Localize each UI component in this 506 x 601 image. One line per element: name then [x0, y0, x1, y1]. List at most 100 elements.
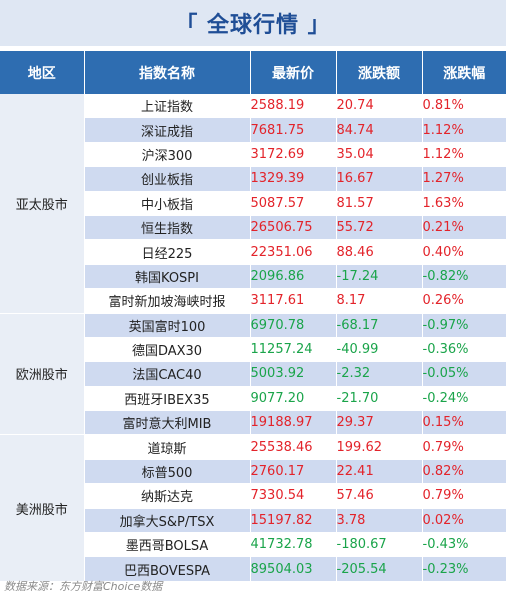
index-name-cell: 加拿大S&P/TSX: [84, 508, 251, 534]
price-cell: 6970.78: [250, 313, 337, 338]
region-label: 美洲股市: [0, 434, 85, 582]
change-cell: -17.24: [336, 264, 423, 290]
change-pct-cell: 0.82%: [422, 459, 506, 485]
table-row: 日经225 22351.06 88.46 0.40%: [0, 239, 506, 265]
change-cell: 16.67: [336, 166, 423, 192]
price-cell: 26506.75: [250, 215, 337, 241]
table-row: 韩国KOSPI 2096.86 -17.24 -0.82%: [0, 264, 506, 290]
change-pct-cell: 0.21%: [422, 215, 506, 241]
page-title: 「 全球行情 」: [175, 13, 331, 38]
price-cell: 1329.39: [250, 166, 337, 192]
price-cell: 15197.82: [250, 508, 337, 534]
table-row: 富时意大利MIB 19188.97 29.37 0.15%: [0, 410, 506, 436]
price-cell: 2096.86: [250, 264, 337, 290]
quotes-table: 地区 指数名称 最新价 涨跌额 涨跌幅 亚太股市 上证指数 2588.19 20.74…: [0, 51, 506, 582]
table-row: 德国DAX30 11257.24 -40.99 -0.36%: [0, 337, 506, 363]
price-cell: 25538.46: [250, 434, 337, 460]
index-name-cell: 西班牙IBEX35: [84, 386, 251, 412]
change-cell: 88.46: [336, 239, 423, 265]
change-cell: 199.62: [336, 434, 423, 460]
price-cell: 41732.78: [250, 532, 337, 558]
index-name-cell: 恒生指数: [84, 215, 251, 241]
title-bar: 「 全球行情 」: [0, 0, 506, 46]
change-cell: -205.54: [336, 556, 423, 582]
change-cell: -180.67: [336, 532, 423, 558]
change-pct-cell: -0.23%: [422, 556, 506, 582]
table-row: 标普500 2760.17 22.41 0.82%: [0, 459, 506, 485]
change-pct-cell: -0.43%: [422, 532, 506, 558]
table-row: 纳斯达克 7330.54 57.46 0.79%: [0, 483, 506, 509]
table-row: 美洲股市 道琼斯 25538.46 199.62 0.79%: [0, 434, 506, 582]
change-cell: 29.37: [336, 410, 423, 436]
header-index-name: 指数名称: [84, 51, 251, 94]
header-change: 涨跌额: [336, 51, 423, 94]
table-row: 巴西BOVESPA 89504.03 -205.54 -0.23%: [0, 556, 506, 582]
index-name-cell: 日经225: [84, 239, 251, 265]
index-name-cell: 沪深300: [84, 142, 251, 168]
index-name-cell: 富时新加坡海峡时报: [84, 288, 251, 314]
change-cell: -40.99: [336, 337, 423, 363]
data-source: 数据来源：东方财富Choice数据: [4, 580, 163, 593]
table-row: 法国CAC40 5003.92 -2.32 -0.05%: [0, 361, 506, 387]
table-row: 恒生指数 26506.75 55.72 0.21%: [0, 215, 506, 241]
index-name-cell: 墨西哥BOLSA: [84, 532, 251, 558]
price-cell: 7681.75: [250, 117, 337, 143]
change-cell: -2.32: [336, 361, 423, 387]
change-pct-cell: 0.79%: [422, 483, 506, 509]
price-cell: 5087.57: [250, 191, 337, 216]
index-name-cell: 深证成指: [84, 117, 251, 143]
change-cell: 57.46: [336, 483, 423, 509]
price-cell: 7330.54: [250, 483, 337, 509]
index-name-cell: 标普500: [84, 459, 251, 485]
price-cell: 2588.19: [250, 94, 337, 119]
table-row: 加拿大S&P/TSX 15197.82 3.78 0.02%: [0, 508, 506, 534]
price-cell: 3172.69: [250, 142, 337, 168]
index-name-cell: 道琼斯: [84, 434, 251, 460]
price-cell: 89504.03: [250, 556, 337, 582]
change-cell: 55.72: [336, 215, 423, 241]
change-cell: 8.17: [336, 288, 423, 314]
change-cell: 22.41: [336, 459, 423, 485]
region-label: 欧洲股市: [0, 313, 85, 436]
change-cell: 81.57: [336, 191, 423, 216]
table-row: 沪深300 3172.69 35.04 1.12%: [0, 142, 506, 168]
change-pct-cell: 1.12%: [422, 142, 506, 168]
header-price: 最新价: [250, 51, 337, 94]
change-cell: 35.04: [336, 142, 423, 168]
change-pct-cell: -0.05%: [422, 361, 506, 387]
price-cell: 3117.61: [250, 288, 337, 314]
table-row: 欧洲股市 英国富时100 6970.78 -68.17 -0.97%: [0, 313, 506, 436]
price-cell: 11257.24: [250, 337, 337, 363]
table-row: 富时新加坡海峡时报 3117.61 8.17 0.26%: [0, 288, 506, 314]
change-cell: -21.70: [336, 386, 423, 412]
price-cell: 9077.20: [250, 386, 337, 412]
table-row: 深证成指 7681.75 84.74 1.12%: [0, 117, 506, 143]
price-cell: 19188.97: [250, 410, 337, 436]
index-name-cell: 德国DAX30: [84, 337, 251, 363]
index-name-cell: 英国富时100: [84, 313, 251, 338]
index-name-cell: 韩国KOSPI: [84, 264, 251, 290]
change-pct-cell: 1.12%: [422, 117, 506, 143]
change-pct-cell: -0.97%: [422, 313, 506, 338]
table-row: 创业板指 1329.39 16.67 1.27%: [0, 166, 506, 192]
change-pct-cell: -0.36%: [422, 337, 506, 363]
change-pct-cell: 0.81%: [422, 94, 506, 119]
change-pct-cell: 0.02%: [422, 508, 506, 534]
index-name-cell: 法国CAC40: [84, 361, 251, 387]
change-cell: -68.17: [336, 313, 423, 338]
change-cell: 3.78: [336, 508, 423, 534]
change-pct-cell: -0.82%: [422, 264, 506, 290]
change-pct-cell: -0.24%: [422, 386, 506, 412]
index-name-cell: 上证指数: [84, 94, 251, 119]
index-name-cell: 中小板指: [84, 191, 251, 216]
index-name-cell: 创业板指: [84, 166, 251, 192]
table-row: 中小板指 5087.57 81.57 1.63%: [0, 191, 506, 216]
change-pct-cell: 0.40%: [422, 239, 506, 265]
change-pct-cell: 1.63%: [422, 191, 506, 216]
change-pct-cell: 1.27%: [422, 166, 506, 192]
table-row: 墨西哥BOLSA 41732.78 -180.67 -0.43%: [0, 532, 506, 558]
change-cell: 84.74: [336, 117, 423, 143]
price-cell: 22351.06: [250, 239, 337, 265]
price-cell: 2760.17: [250, 459, 337, 485]
table-header-row: 地区 指数名称 最新价 涨跌额 涨跌幅: [0, 51, 506, 94]
